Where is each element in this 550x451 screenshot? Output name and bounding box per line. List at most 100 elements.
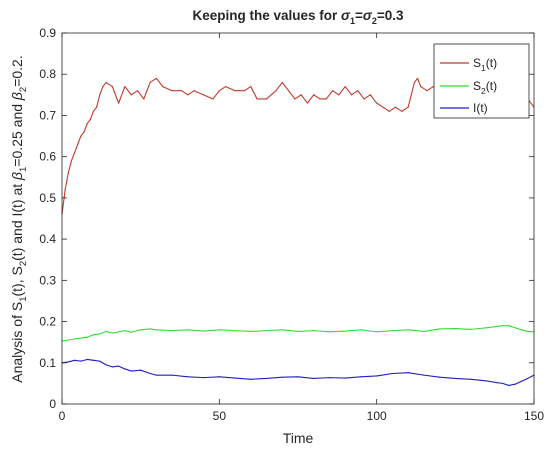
data-point-s1-t xyxy=(344,85,346,88)
y-axis-label: Analysis of S1(t), S2(t) and I(t) at β1=… xyxy=(9,55,29,382)
data-point-s1-t xyxy=(281,81,283,84)
data-point-s2-t xyxy=(470,328,472,330)
data-point-s2-t xyxy=(67,339,69,341)
data-point-s1-t xyxy=(118,102,120,104)
data-point-s1-t xyxy=(325,98,327,100)
y-tick-label: 0 xyxy=(49,397,56,411)
data-point-s1-t xyxy=(401,110,403,112)
data-point-s1-t xyxy=(70,160,73,162)
data-point-s1-t xyxy=(350,94,353,96)
data-point-s2-t xyxy=(92,334,95,336)
data-point-s1-t xyxy=(111,85,113,88)
data-point-s2-t xyxy=(501,325,504,327)
data-point-i-t xyxy=(105,364,107,366)
data-point-i-t xyxy=(149,372,151,375)
data-point-s2-t xyxy=(514,327,516,329)
data-point-s1-t xyxy=(306,102,309,104)
legend-label-s1: S1(t) xyxy=(473,56,497,73)
data-point-i-t xyxy=(514,383,516,385)
data-point-s1-t xyxy=(80,135,82,137)
data-point-s2-t xyxy=(140,329,142,331)
data-point-i-t xyxy=(376,375,378,377)
data-point-i-t xyxy=(203,377,205,379)
data-point-s1-t xyxy=(313,94,315,96)
data-point-s1-t xyxy=(410,94,412,96)
data-point-i-t xyxy=(140,369,142,371)
data-point-s2-t xyxy=(99,333,101,335)
data-point-s1-t xyxy=(275,90,277,92)
data-point-s1-t xyxy=(171,90,173,92)
data-point-s2-t xyxy=(407,329,409,331)
data-point-s2-t xyxy=(80,337,82,339)
data-point-i-t xyxy=(171,374,173,376)
data-point-i-t xyxy=(187,376,189,378)
data-point-s1-t xyxy=(243,90,246,92)
data-point-s1-t xyxy=(234,90,236,92)
data-point-i-t xyxy=(111,366,113,368)
data-point-s1-t xyxy=(250,85,252,88)
y-tick-label: 0.6 xyxy=(39,150,56,164)
data-point-s1-t xyxy=(92,110,95,112)
data-point-i-t xyxy=(124,368,126,370)
data-point-i-t xyxy=(486,380,488,382)
data-point-s1-t xyxy=(332,90,334,92)
x-axis-label: Time xyxy=(283,430,314,446)
data-point-s2-t xyxy=(391,330,393,332)
y-tick-label: 0.5 xyxy=(39,191,56,205)
data-point-i-t xyxy=(80,360,82,362)
legend-label-i: I(t) xyxy=(473,101,488,115)
data-point-s1-t xyxy=(388,110,390,112)
series-line-s2-t xyxy=(61,325,535,342)
data-point-s2-t xyxy=(344,330,346,332)
data-point-s1-t xyxy=(143,98,145,100)
data-point-s1-t xyxy=(105,81,107,84)
data-point-i-t xyxy=(520,380,523,382)
data-point-s2-t xyxy=(281,329,283,331)
data-point-s1-t xyxy=(426,90,428,92)
data-point-i-t xyxy=(250,378,252,380)
series-i-t xyxy=(61,358,535,387)
data-point-s2-t xyxy=(439,328,441,330)
data-point-i-t xyxy=(495,381,497,384)
data-point-s1-t xyxy=(130,94,132,96)
data-point-s1-t xyxy=(203,94,205,96)
data-point-s2-t xyxy=(520,329,523,331)
data-point-s2-t xyxy=(527,330,529,333)
data-point-s2-t xyxy=(149,328,151,330)
y-tick-label: 0.1 xyxy=(39,356,56,370)
data-point-i-t xyxy=(391,372,393,375)
data-point-s2-t xyxy=(118,331,120,333)
data-point-i-t xyxy=(470,378,472,380)
data-point-s1-t xyxy=(155,77,157,79)
data-point-s2-t xyxy=(124,330,126,332)
data-point-s1-t xyxy=(67,172,69,174)
data-point-i-t xyxy=(281,376,283,378)
y-tick-label: 0.8 xyxy=(39,67,56,81)
y-tick-label: 0.7 xyxy=(39,108,56,122)
y-tick-label: 0.9 xyxy=(39,26,56,40)
data-point-i-t xyxy=(360,376,362,378)
data-point-s2-t xyxy=(250,330,252,333)
legend: S1(t) S2(t) I(t) xyxy=(433,43,530,119)
data-point-s1-t xyxy=(96,106,98,108)
data-point-s1-t xyxy=(212,98,214,100)
data-point-s1-t xyxy=(287,90,290,92)
data-point-s2-t xyxy=(486,327,488,329)
data-point-i-t xyxy=(118,365,120,367)
data-point-s2-t xyxy=(130,331,132,333)
data-point-i-t xyxy=(265,377,268,380)
data-point-s1-t xyxy=(77,143,79,145)
data-point-s2-t xyxy=(328,331,331,333)
data-point-i-t xyxy=(155,374,157,376)
data-point-s2-t xyxy=(423,330,425,333)
data-point-i-t xyxy=(218,376,220,378)
data-point-s1-t xyxy=(73,151,76,154)
data-point-i-t xyxy=(297,376,299,378)
data-point-s1-t xyxy=(416,77,419,79)
data-point-s2-t xyxy=(297,330,299,333)
data-point-i-t xyxy=(501,382,504,384)
data-point-s2-t xyxy=(155,329,157,331)
data-point-s2-t xyxy=(360,329,362,331)
data-point-s2-t xyxy=(265,330,268,332)
